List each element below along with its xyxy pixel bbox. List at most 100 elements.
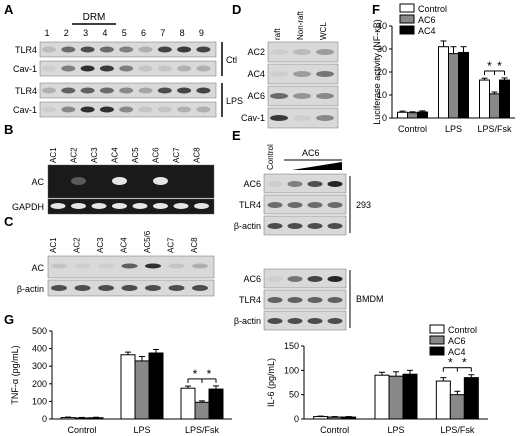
band xyxy=(119,87,134,94)
blot-a xyxy=(39,41,217,58)
chart-G-right: 0 50 100 150 IL-6 (pg/mL) Control LPS LPS/Fsk * *… xyxy=(266,324,488,435)
gel-band xyxy=(153,177,168,185)
gel-band xyxy=(50,203,66,209)
band xyxy=(138,46,153,53)
group-label: LPS xyxy=(226,96,243,106)
lane-label: raft xyxy=(273,28,282,40)
band xyxy=(42,46,56,53)
bar xyxy=(74,417,90,420)
band xyxy=(157,46,172,53)
y-tick-label: 40 xyxy=(377,21,387,31)
gel-band xyxy=(71,177,86,185)
band xyxy=(287,297,303,303)
gel-band xyxy=(132,203,148,209)
bar xyxy=(435,380,451,420)
band xyxy=(80,106,95,113)
row-label: AC4 xyxy=(247,69,265,79)
lane-number: 4 xyxy=(102,28,107,38)
y-tick-label: 10 xyxy=(377,90,387,100)
blot-d xyxy=(267,41,339,63)
band xyxy=(51,263,67,269)
band xyxy=(99,87,114,94)
x-tick-label: LPS/Fsk xyxy=(185,425,220,435)
lane-label: AC5/6 xyxy=(143,230,152,253)
row-label: AC6 xyxy=(247,91,265,101)
lane-number: 3 xyxy=(83,28,88,38)
band xyxy=(267,318,283,324)
cell-label-293: 293 xyxy=(356,200,371,210)
bar xyxy=(388,375,404,420)
y-tick-label: 300 xyxy=(32,361,47,371)
band xyxy=(196,87,211,94)
gel-band xyxy=(112,177,127,185)
band xyxy=(42,106,56,113)
y-axis-label: IL-6 (pg/mL) xyxy=(266,358,276,407)
band xyxy=(307,297,323,303)
x-tick-label: LPS xyxy=(445,124,462,134)
band xyxy=(138,65,153,72)
band xyxy=(327,318,343,324)
band xyxy=(270,49,288,55)
gel-band xyxy=(71,203,86,209)
cell-label-bmdm: BMDM xyxy=(356,294,384,304)
blot-e-top xyxy=(263,215,347,236)
band xyxy=(293,71,311,77)
x-tick-label: LPS xyxy=(133,425,150,435)
lane-number: 2 xyxy=(64,28,69,38)
lane-label: AC5 xyxy=(131,147,140,163)
lane-label: AC3 xyxy=(90,147,99,163)
y-tick-label: 20 xyxy=(377,67,387,77)
band xyxy=(307,318,323,324)
band xyxy=(177,46,192,53)
blot-e-top xyxy=(263,194,347,215)
band xyxy=(119,65,134,72)
band xyxy=(177,87,192,94)
sig-star: * xyxy=(462,356,467,370)
blot-e-bottom xyxy=(263,289,347,310)
chart-G-left: 0 100 200 300 400 500 TNF-α (pg/mL) Control LPS L… xyxy=(10,326,232,435)
lane-label: AC3 xyxy=(96,237,105,253)
sig-star: * xyxy=(448,356,453,370)
bar xyxy=(208,388,224,420)
lane-label: Non-raft xyxy=(296,10,305,40)
sig-star: * xyxy=(193,367,198,381)
band xyxy=(307,276,323,282)
y-tick-label: 0 xyxy=(382,113,387,123)
band xyxy=(267,276,283,282)
row-label: β-actin xyxy=(234,316,261,326)
band xyxy=(42,65,56,72)
band xyxy=(196,46,211,53)
bar xyxy=(402,373,418,420)
x-tick-label: LPS xyxy=(387,425,404,435)
x-tick-label: Control xyxy=(67,425,96,435)
row-label: GAPDH xyxy=(12,202,44,212)
lane-label: AC2 xyxy=(73,237,82,253)
band xyxy=(196,106,211,113)
band xyxy=(98,263,114,269)
legend-label: AC4 xyxy=(448,347,466,357)
band xyxy=(121,263,138,269)
row-label: β-actin xyxy=(234,221,261,231)
lane-label: AC4 xyxy=(120,237,129,253)
band xyxy=(307,223,323,229)
lane-number: 5 xyxy=(122,28,127,38)
y-tick-label: 100 xyxy=(32,396,47,406)
row-label: TLR4 xyxy=(15,45,37,55)
legend-swatch xyxy=(429,346,445,356)
band xyxy=(307,202,323,208)
y-tick-label: 30 xyxy=(377,44,387,54)
y-tick-label: 200 xyxy=(32,379,47,389)
band xyxy=(327,276,343,282)
band xyxy=(51,285,67,291)
lane-number: 9 xyxy=(199,28,204,38)
lane-label: AC8 xyxy=(190,237,199,253)
panel-label-e: E xyxy=(232,128,241,143)
row-label: TLR4 xyxy=(239,295,261,305)
band xyxy=(80,46,95,53)
band xyxy=(61,65,76,72)
row-label: AC xyxy=(31,263,44,273)
bar xyxy=(397,111,408,119)
band xyxy=(316,49,334,55)
band xyxy=(99,46,114,53)
lane-number: 7 xyxy=(160,28,165,38)
